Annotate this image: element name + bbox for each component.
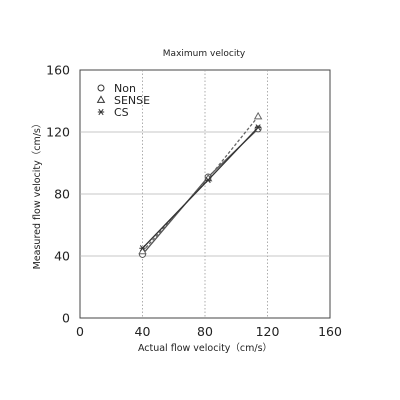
y-tick-label: 0	[62, 311, 70, 326]
y-tick-label: 40	[54, 249, 70, 264]
legend-label: CS	[114, 106, 129, 119]
circle-marker	[97, 84, 105, 92]
y-tick-label: 80	[54, 187, 70, 202]
series-cs	[139, 124, 262, 252]
series-line-cs	[142, 126, 259, 249]
x-tick-label: 160	[318, 324, 342, 339]
grid-lines	[80, 70, 330, 318]
asterisk-marker	[254, 124, 262, 131]
series-line-sense	[142, 116, 259, 252]
legend-label: Non	[114, 82, 136, 95]
asterisk-marker	[139, 245, 146, 252]
asterisk-marker	[97, 108, 105, 116]
series-group	[138, 111, 263, 258]
x-tick-label: 40	[135, 324, 151, 339]
legend-label: SENSE	[114, 94, 150, 107]
series-line-non	[142, 128, 259, 255]
y-tick-label: 120	[46, 125, 70, 140]
y-axis-label: Measured flow velocity（cm/s）	[31, 119, 43, 270]
series-non	[139, 125, 262, 258]
asterisk-marker	[204, 176, 212, 184]
x-axis-label: Actual flow velocity（cm/s）	[138, 342, 272, 354]
triangle-marker	[253, 111, 263, 120]
y-tick-label: 160	[46, 63, 70, 78]
triangle-marker	[96, 95, 106, 103]
x-tick-label: 120	[256, 324, 280, 339]
x-tick-label: 80	[197, 324, 213, 339]
x-tick-label: 0	[76, 324, 84, 339]
series-sense	[138, 111, 263, 255]
tick-labels: 0 40 80 120 160 0 40 80 120 160	[46, 63, 342, 340]
chart-title: Maximum velocity	[163, 49, 246, 59]
